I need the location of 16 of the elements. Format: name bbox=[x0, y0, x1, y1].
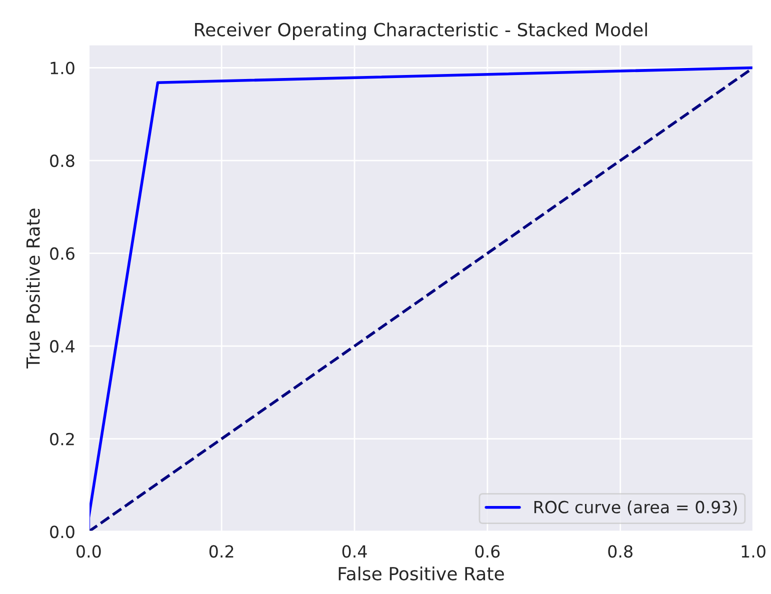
legend-label: ROC curve (area = 0.93) bbox=[534, 500, 737, 516]
y-tick-label: 0.8 bbox=[50, 154, 74, 168]
y-axis-title: True Positive Rate bbox=[26, 208, 40, 369]
y-tick-label: 0.4 bbox=[50, 340, 75, 353]
y-tick-label: 0.2 bbox=[50, 432, 74, 446]
y-tick-label: 0.0 bbox=[50, 526, 74, 538]
x-axis-title: False Positive Rate bbox=[338, 566, 504, 580]
x-tick-label: 0.2 bbox=[209, 545, 234, 558]
y-tick-label: 1.0 bbox=[50, 62, 74, 74]
chart-title: Receiver Operating Characteristic - Stacked Model bbox=[195, 22, 647, 40]
x-tick-label: 0.6 bbox=[475, 545, 500, 558]
x-tick-label: 1.0 bbox=[742, 545, 766, 558]
x-tick-label: 0.0 bbox=[76, 545, 101, 558]
x-tick-label: 0.8 bbox=[608, 545, 632, 558]
x-tick-label: 0.4 bbox=[342, 545, 367, 558]
y-tick-label: 0.6 bbox=[50, 247, 74, 260]
